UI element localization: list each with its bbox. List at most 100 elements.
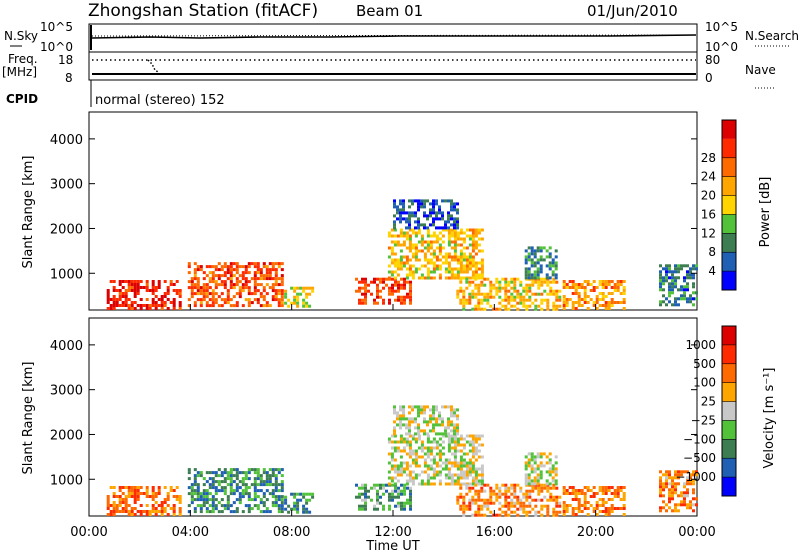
echo-cell — [121, 492, 125, 495]
echo-cell — [414, 458, 418, 462]
echo-cell — [373, 504, 376, 508]
echo-cell — [232, 510, 236, 514]
echo-cell — [471, 479, 475, 483]
echo-cell — [426, 437, 430, 441]
echo-cell — [400, 298, 403, 302]
echo-cell — [130, 304, 134, 307]
echo-cell — [157, 280, 161, 283]
echo-cell — [545, 249, 549, 253]
echo-cell — [229, 280, 233, 284]
echo-cell — [397, 280, 400, 284]
echo-cell — [160, 513, 164, 516]
echo-cell — [555, 501, 559, 505]
echo-cell — [438, 455, 442, 459]
echo-cell — [459, 249, 463, 253]
echo-cell — [208, 510, 212, 514]
echo-cell — [507, 298, 511, 302]
echo-cell — [396, 234, 400, 238]
echo-cell — [414, 258, 418, 262]
echo-cell — [501, 286, 505, 290]
echo-cell — [674, 279, 677, 283]
echo-cell — [580, 492, 584, 495]
echo-cell — [510, 286, 514, 290]
echo-cell — [604, 304, 608, 307]
echo-cell — [396, 414, 399, 418]
echo-cell — [163, 304, 167, 307]
echo-cell — [555, 289, 559, 293]
echo-cell — [577, 304, 581, 307]
echo-cell — [444, 476, 448, 480]
echo-cell — [403, 492, 406, 496]
echo-cell — [397, 504, 400, 508]
echo-cell — [504, 292, 508, 296]
echo-cell — [524, 270, 528, 274]
echo-cell — [474, 501, 478, 505]
echo-cell — [592, 280, 596, 283]
echo-cell — [668, 285, 671, 289]
echo-cell — [665, 503, 668, 507]
echo-cell — [305, 292, 309, 296]
echo-cell — [148, 289, 152, 292]
echo-cell — [393, 405, 396, 409]
echo-cell — [244, 477, 248, 481]
echo-cell — [145, 513, 149, 516]
colorbar-swatch — [722, 252, 736, 272]
echo-cell — [432, 405, 435, 409]
echo-cell — [447, 446, 451, 450]
echo-cell — [211, 495, 215, 499]
echo-cell — [471, 498, 475, 502]
echo-cell — [202, 298, 206, 302]
echo-cell — [489, 286, 493, 290]
echo-cell — [534, 513, 538, 517]
echo-cell — [226, 483, 230, 487]
echo-cell — [583, 507, 587, 510]
echo-cell — [595, 513, 599, 516]
echo-cell — [604, 280, 608, 283]
echo-cell — [525, 292, 529, 296]
echo-cell — [202, 495, 206, 499]
echo-cell — [435, 267, 439, 271]
echo-cell — [385, 489, 388, 493]
echo-cell — [565, 504, 569, 507]
echo-cell — [468, 501, 472, 505]
echo-cell — [420, 205, 423, 209]
echo-cell — [409, 298, 412, 302]
echo-cell — [190, 483, 194, 487]
echo-cell — [565, 492, 569, 495]
echo-cell — [453, 423, 456, 427]
echo-cell — [595, 504, 599, 507]
echo-cell — [610, 304, 614, 307]
echo-cell — [265, 480, 269, 484]
echo-cell — [495, 483, 499, 487]
echo-cell — [259, 283, 263, 287]
echo-cell — [399, 249, 403, 253]
echo-cell — [604, 489, 608, 492]
echo-cell — [555, 495, 559, 499]
echo-cell — [539, 255, 543, 259]
echo-cell — [438, 452, 442, 456]
echo-cell — [674, 276, 677, 280]
echo-cell — [211, 507, 215, 511]
echo-cell — [462, 458, 466, 462]
echo-cell — [399, 417, 402, 421]
echo-cell — [166, 495, 170, 498]
echo-cell — [190, 498, 194, 502]
echo-cell — [622, 507, 626, 510]
echo-cell — [175, 486, 179, 489]
echo-cell — [405, 443, 409, 447]
echo-cell — [459, 267, 463, 271]
echo-cell — [459, 289, 463, 293]
echo-cell — [522, 501, 526, 505]
echo-cell — [387, 470, 391, 474]
echo-cell — [554, 473, 558, 477]
echo-cell — [293, 507, 297, 511]
echo-cell — [394, 280, 397, 284]
echo-cell — [408, 429, 411, 433]
velocity-echoes — [106, 405, 698, 517]
echo-cell — [124, 501, 128, 504]
echo-cell — [247, 280, 251, 284]
echo-cell — [580, 283, 584, 286]
echo-cell — [562, 307, 566, 310]
echo-cell — [396, 264, 400, 268]
echo-cell — [187, 471, 191, 475]
